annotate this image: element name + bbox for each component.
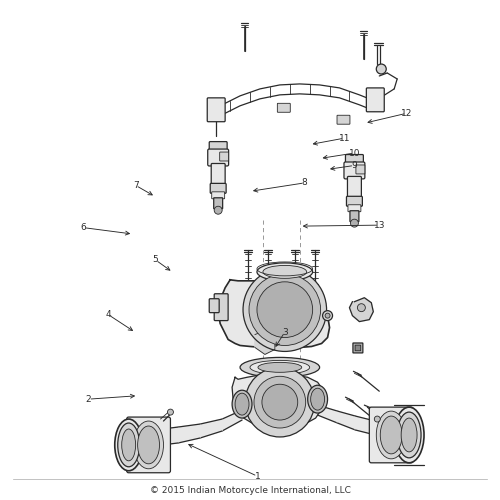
Text: 3: 3 xyxy=(282,328,288,336)
Polygon shape xyxy=(218,280,330,347)
Polygon shape xyxy=(318,405,338,423)
Ellipse shape xyxy=(115,419,142,471)
FancyBboxPatch shape xyxy=(355,345,360,350)
Circle shape xyxy=(245,368,314,437)
Text: 7: 7 xyxy=(133,181,138,190)
Polygon shape xyxy=(178,424,201,443)
Ellipse shape xyxy=(394,407,424,463)
FancyBboxPatch shape xyxy=(346,154,364,164)
Text: 11: 11 xyxy=(338,134,350,142)
Text: 6: 6 xyxy=(80,223,86,232)
Polygon shape xyxy=(356,416,372,434)
Circle shape xyxy=(254,376,306,428)
FancyBboxPatch shape xyxy=(346,196,362,206)
Ellipse shape xyxy=(397,412,421,458)
Circle shape xyxy=(358,304,366,312)
Polygon shape xyxy=(338,411,355,430)
Ellipse shape xyxy=(240,358,320,378)
Ellipse shape xyxy=(401,418,417,452)
Text: 1: 1 xyxy=(254,472,260,480)
FancyBboxPatch shape xyxy=(348,176,362,199)
Ellipse shape xyxy=(258,362,302,372)
Circle shape xyxy=(376,64,386,74)
FancyBboxPatch shape xyxy=(356,165,365,174)
Polygon shape xyxy=(255,330,275,354)
Circle shape xyxy=(249,274,320,345)
Ellipse shape xyxy=(118,423,140,467)
Polygon shape xyxy=(222,410,242,431)
FancyBboxPatch shape xyxy=(214,294,228,320)
FancyBboxPatch shape xyxy=(337,116,350,124)
Polygon shape xyxy=(350,298,374,322)
FancyBboxPatch shape xyxy=(209,142,227,152)
Circle shape xyxy=(350,219,358,227)
Ellipse shape xyxy=(122,429,136,461)
Ellipse shape xyxy=(380,416,402,454)
FancyBboxPatch shape xyxy=(207,98,225,122)
FancyBboxPatch shape xyxy=(212,192,224,199)
Circle shape xyxy=(322,310,332,320)
Ellipse shape xyxy=(263,266,306,278)
Polygon shape xyxy=(232,374,324,427)
Text: 9: 9 xyxy=(352,161,358,170)
Ellipse shape xyxy=(134,421,164,469)
FancyBboxPatch shape xyxy=(370,407,413,463)
Text: 2: 2 xyxy=(86,394,91,404)
FancyBboxPatch shape xyxy=(348,205,361,212)
Ellipse shape xyxy=(376,411,406,459)
FancyBboxPatch shape xyxy=(209,298,219,312)
Ellipse shape xyxy=(310,388,324,410)
Polygon shape xyxy=(162,427,178,445)
FancyBboxPatch shape xyxy=(214,198,222,208)
FancyBboxPatch shape xyxy=(353,343,363,353)
Polygon shape xyxy=(200,419,222,438)
Circle shape xyxy=(214,206,222,214)
Text: 4: 4 xyxy=(106,310,111,319)
Text: 12: 12 xyxy=(401,109,412,118)
Ellipse shape xyxy=(138,426,160,464)
Text: 8: 8 xyxy=(302,178,308,188)
Ellipse shape xyxy=(232,390,252,418)
Ellipse shape xyxy=(250,360,310,374)
FancyBboxPatch shape xyxy=(211,164,225,186)
Text: © 2015 Indian Motorcycle International, LLC: © 2015 Indian Motorcycle International, … xyxy=(150,486,350,495)
Circle shape xyxy=(243,268,326,351)
Circle shape xyxy=(257,282,312,338)
Circle shape xyxy=(374,416,380,422)
FancyBboxPatch shape xyxy=(278,104,290,112)
FancyBboxPatch shape xyxy=(344,162,365,179)
FancyBboxPatch shape xyxy=(220,152,228,161)
FancyBboxPatch shape xyxy=(366,88,384,112)
Circle shape xyxy=(325,313,330,318)
FancyBboxPatch shape xyxy=(126,417,170,473)
Circle shape xyxy=(168,409,173,415)
Circle shape xyxy=(262,384,298,420)
Ellipse shape xyxy=(257,263,312,281)
FancyBboxPatch shape xyxy=(208,149,229,166)
Ellipse shape xyxy=(308,385,328,413)
Text: 5: 5 xyxy=(152,256,158,264)
FancyBboxPatch shape xyxy=(350,210,359,222)
Ellipse shape xyxy=(235,393,249,415)
Text: 13: 13 xyxy=(374,220,385,230)
FancyBboxPatch shape xyxy=(210,184,226,194)
Text: 10: 10 xyxy=(348,148,360,158)
